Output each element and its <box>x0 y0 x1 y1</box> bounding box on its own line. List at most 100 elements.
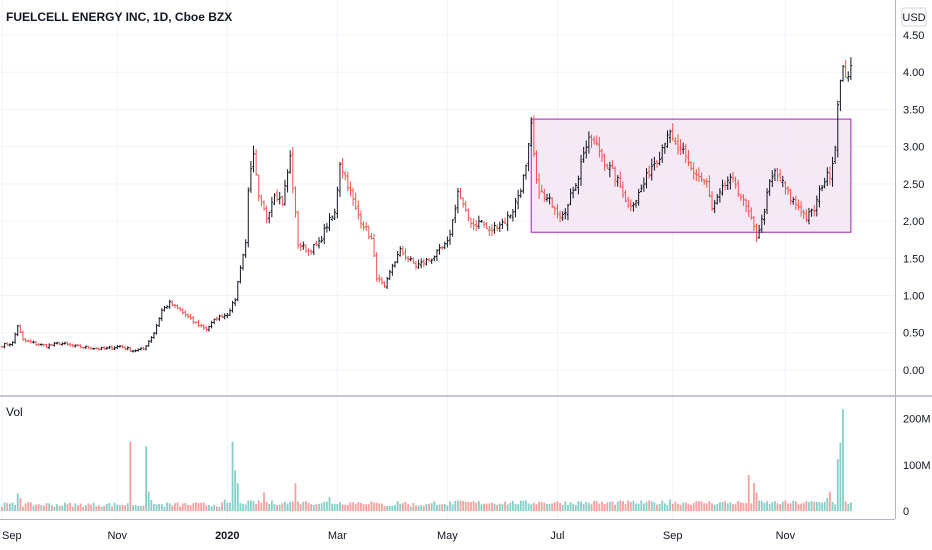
price-bar <box>671 123 675 141</box>
volume-bar <box>430 503 433 511</box>
price-bar <box>768 179 771 196</box>
price-bar <box>770 170 774 188</box>
price-bar <box>155 323 158 335</box>
volume-bar <box>569 502 572 511</box>
volume-bar <box>360 503 362 511</box>
volume-bar <box>496 504 499 511</box>
volume-bar <box>367 504 370 511</box>
volume-bar <box>454 500 457 511</box>
volume-bar <box>205 505 208 511</box>
price-bar <box>312 243 316 256</box>
volume-bar <box>729 502 732 511</box>
price-bar <box>380 276 384 285</box>
volume-bar <box>498 503 501 511</box>
volume-bar <box>535 504 538 511</box>
price-bar <box>540 184 544 193</box>
volume-bar <box>14 505 16 511</box>
price-bar <box>40 343 43 346</box>
volume-bar <box>797 504 800 511</box>
price-bar <box>60 342 64 346</box>
volume-bar <box>776 503 779 511</box>
price-bar <box>632 202 635 212</box>
price-axis[interactable]: 4.50 4.00 3.50 3.00 2.50 2.00 1.50 1.00 0.50 0.00 <box>903 30 924 377</box>
time-tick-label: May <box>437 530 458 542</box>
price-bar <box>233 298 237 307</box>
price-bar <box>100 346 103 351</box>
volume-bar <box>488 503 491 511</box>
currency-button[interactable]: USD <box>901 7 927 27</box>
volume-bar <box>328 497 331 511</box>
volume-bar <box>849 502 852 511</box>
volume-axis[interactable]: 200M 100M 0 <box>903 414 931 519</box>
volume-bar <box>643 503 645 511</box>
price-bar <box>302 241 305 250</box>
price-bar <box>446 236 449 248</box>
price-bar <box>246 187 250 248</box>
price-bar <box>529 117 533 147</box>
volume-bar <box>74 503 77 511</box>
price-bar <box>19 324 22 334</box>
price-bar <box>823 177 826 189</box>
volume-bar <box>192 503 195 511</box>
volume-bar <box>8 503 11 511</box>
volume-bar <box>239 503 242 511</box>
price-bar <box>223 313 226 320</box>
volume-bar <box>113 502 116 511</box>
volume-bar <box>160 504 163 511</box>
price-bar <box>346 171 350 192</box>
price-bar <box>322 223 326 245</box>
price-bar <box>595 135 599 147</box>
volume-bar <box>257 500 260 511</box>
volume-bar <box>139 505 142 511</box>
chart-title: FUELCELL ENERGY INC, 1D, Cboe BZX <box>6 10 232 24</box>
price-bar <box>330 215 334 221</box>
price-bar <box>26 339 30 343</box>
price-bar <box>239 265 242 284</box>
volume-bar <box>134 504 137 511</box>
price-bar <box>228 308 232 317</box>
price-bar <box>220 314 224 319</box>
volume-bar <box>553 502 556 511</box>
price-bar <box>105 346 109 350</box>
volume-bar <box>527 503 530 511</box>
price-bar <box>569 188 572 206</box>
price-bar <box>807 207 811 225</box>
volume-bar <box>315 503 318 511</box>
volume-bar <box>564 501 567 511</box>
volume-bar <box>818 502 821 511</box>
volume-bar <box>53 506 56 511</box>
price-bar <box>244 239 247 259</box>
range-box-annotation[interactable] <box>530 118 852 233</box>
price-bar <box>139 347 143 351</box>
volume-bar <box>236 483 239 511</box>
price-bar <box>171 300 174 307</box>
consolidation-box[interactable] <box>530 118 852 233</box>
price-bar <box>5 342 9 346</box>
price-bar <box>391 263 394 276</box>
price-bar <box>742 194 745 206</box>
price-bar <box>773 168 777 182</box>
volume-bar <box>530 504 533 511</box>
price-tick-label: 2.50 <box>903 179 924 191</box>
price-bar <box>76 343 80 347</box>
volume-bar <box>831 501 834 511</box>
price-bar <box>715 194 719 205</box>
volume-bar <box>637 503 640 511</box>
volume-bar <box>477 501 480 511</box>
price-bar <box>152 331 156 339</box>
price-bar <box>296 210 300 249</box>
price-bar <box>260 194 263 207</box>
volume-bar <box>284 501 286 511</box>
volume-bar <box>506 504 509 511</box>
volume-bar <box>155 504 158 511</box>
time-axis[interactable]: Sep Nov 2020 Mar May Jul Sep Nov <box>2 530 796 542</box>
volume-bar <box>252 501 255 511</box>
price-bar <box>503 217 507 225</box>
volume-bar <box>724 501 727 511</box>
price-bar <box>157 317 161 327</box>
price-bar <box>226 312 229 319</box>
price-bar <box>236 280 240 302</box>
price-bar <box>267 211 271 224</box>
volume-bar <box>532 502 535 511</box>
